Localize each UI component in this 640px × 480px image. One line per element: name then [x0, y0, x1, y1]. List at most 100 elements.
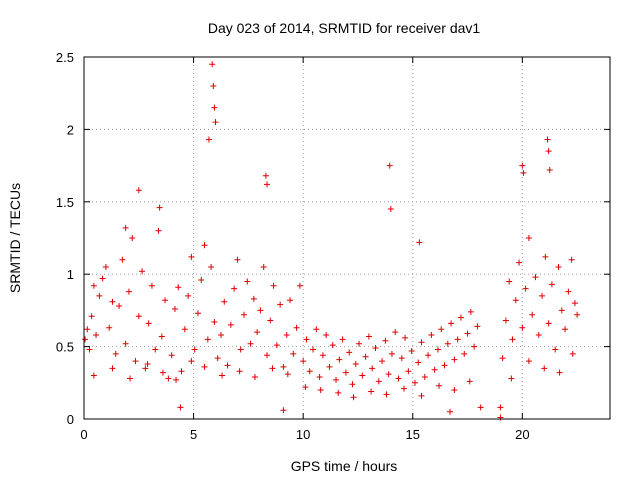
data-point — [264, 181, 271, 188]
data-point — [306, 368, 313, 375]
data-point — [267, 317, 274, 324]
data-point — [236, 368, 243, 375]
data-point — [375, 378, 382, 385]
data-point — [99, 275, 106, 282]
data-point — [159, 369, 166, 376]
data-point — [464, 330, 471, 337]
data-point — [555, 263, 562, 270]
data-point — [204, 336, 211, 343]
data-point — [296, 282, 303, 289]
data-point — [217, 332, 224, 339]
data-point — [227, 321, 234, 328]
data-point — [181, 326, 188, 333]
data-point — [434, 346, 441, 353]
data-point — [280, 363, 287, 370]
data-point — [260, 263, 267, 270]
data-point — [548, 281, 555, 288]
data-point — [451, 356, 458, 363]
data-point — [542, 253, 549, 260]
data-point — [317, 387, 324, 394]
data-point — [365, 333, 372, 340]
data-point — [356, 340, 363, 347]
data-point — [221, 298, 228, 305]
y-tick-label: 0.5 — [56, 340, 74, 355]
data-point — [428, 332, 435, 339]
y-tick-label: 0 — [67, 412, 74, 427]
data-point — [86, 346, 93, 353]
data-point — [323, 332, 330, 339]
data-point — [447, 408, 454, 415]
data-point — [162, 297, 169, 304]
x-tick-label: 5 — [190, 427, 197, 442]
data-point — [188, 253, 195, 260]
data-point — [545, 320, 552, 327]
data-point — [247, 340, 254, 347]
data-point — [125, 288, 132, 295]
data-point — [284, 371, 291, 378]
y-tick-label: 2 — [67, 122, 74, 137]
data-point — [112, 350, 119, 357]
data-point — [477, 404, 484, 411]
data-point — [142, 365, 149, 372]
data-point — [201, 363, 208, 370]
data-point — [84, 326, 91, 333]
data-point — [109, 298, 116, 305]
data-point — [210, 82, 217, 89]
data-point — [541, 365, 548, 372]
data-point — [386, 162, 393, 169]
data-point — [369, 365, 376, 372]
data-point — [148, 282, 155, 289]
data-point — [251, 374, 258, 381]
data-point — [135, 187, 142, 194]
data-point — [219, 372, 226, 379]
data-point — [425, 352, 432, 359]
data-point — [316, 374, 323, 381]
data-point — [352, 360, 359, 367]
data-point — [135, 313, 142, 320]
data-point — [535, 332, 542, 339]
data-point — [519, 162, 526, 169]
data-point — [408, 347, 415, 354]
data-point — [457, 314, 464, 321]
data-point — [127, 375, 134, 382]
data-point — [302, 384, 309, 391]
data-point — [552, 346, 559, 353]
data-point — [168, 352, 175, 359]
data-point — [144, 360, 151, 367]
data-point — [88, 313, 95, 320]
data-point — [336, 356, 343, 363]
data-point — [122, 340, 129, 347]
data-point — [546, 166, 553, 173]
data-point — [545, 148, 552, 155]
data-point — [326, 363, 333, 370]
data-point — [451, 387, 458, 394]
data-point — [96, 292, 103, 299]
data-point — [280, 407, 287, 414]
data-point — [119, 256, 126, 263]
data-point — [109, 365, 116, 372]
data-points — [82, 61, 581, 421]
data-point — [234, 256, 241, 263]
data-point — [212, 119, 219, 126]
data-point — [359, 372, 366, 379]
y-tick-label: 1 — [67, 267, 74, 282]
data-point — [93, 332, 100, 339]
data-point — [116, 303, 123, 310]
data-point — [273, 342, 280, 349]
data-point — [156, 204, 163, 211]
data-point — [158, 333, 165, 340]
data-point — [257, 307, 264, 314]
data-point — [508, 375, 515, 382]
data-point — [395, 375, 402, 382]
data-point — [290, 350, 297, 357]
data-point — [208, 263, 215, 270]
data-point — [231, 285, 238, 292]
data-point — [509, 336, 516, 343]
data-point — [506, 278, 513, 285]
data-point — [392, 329, 399, 336]
data-point — [244, 278, 251, 285]
data-point — [339, 336, 346, 343]
data-point — [349, 381, 356, 388]
data-point — [313, 326, 320, 333]
data-point — [525, 235, 532, 241]
